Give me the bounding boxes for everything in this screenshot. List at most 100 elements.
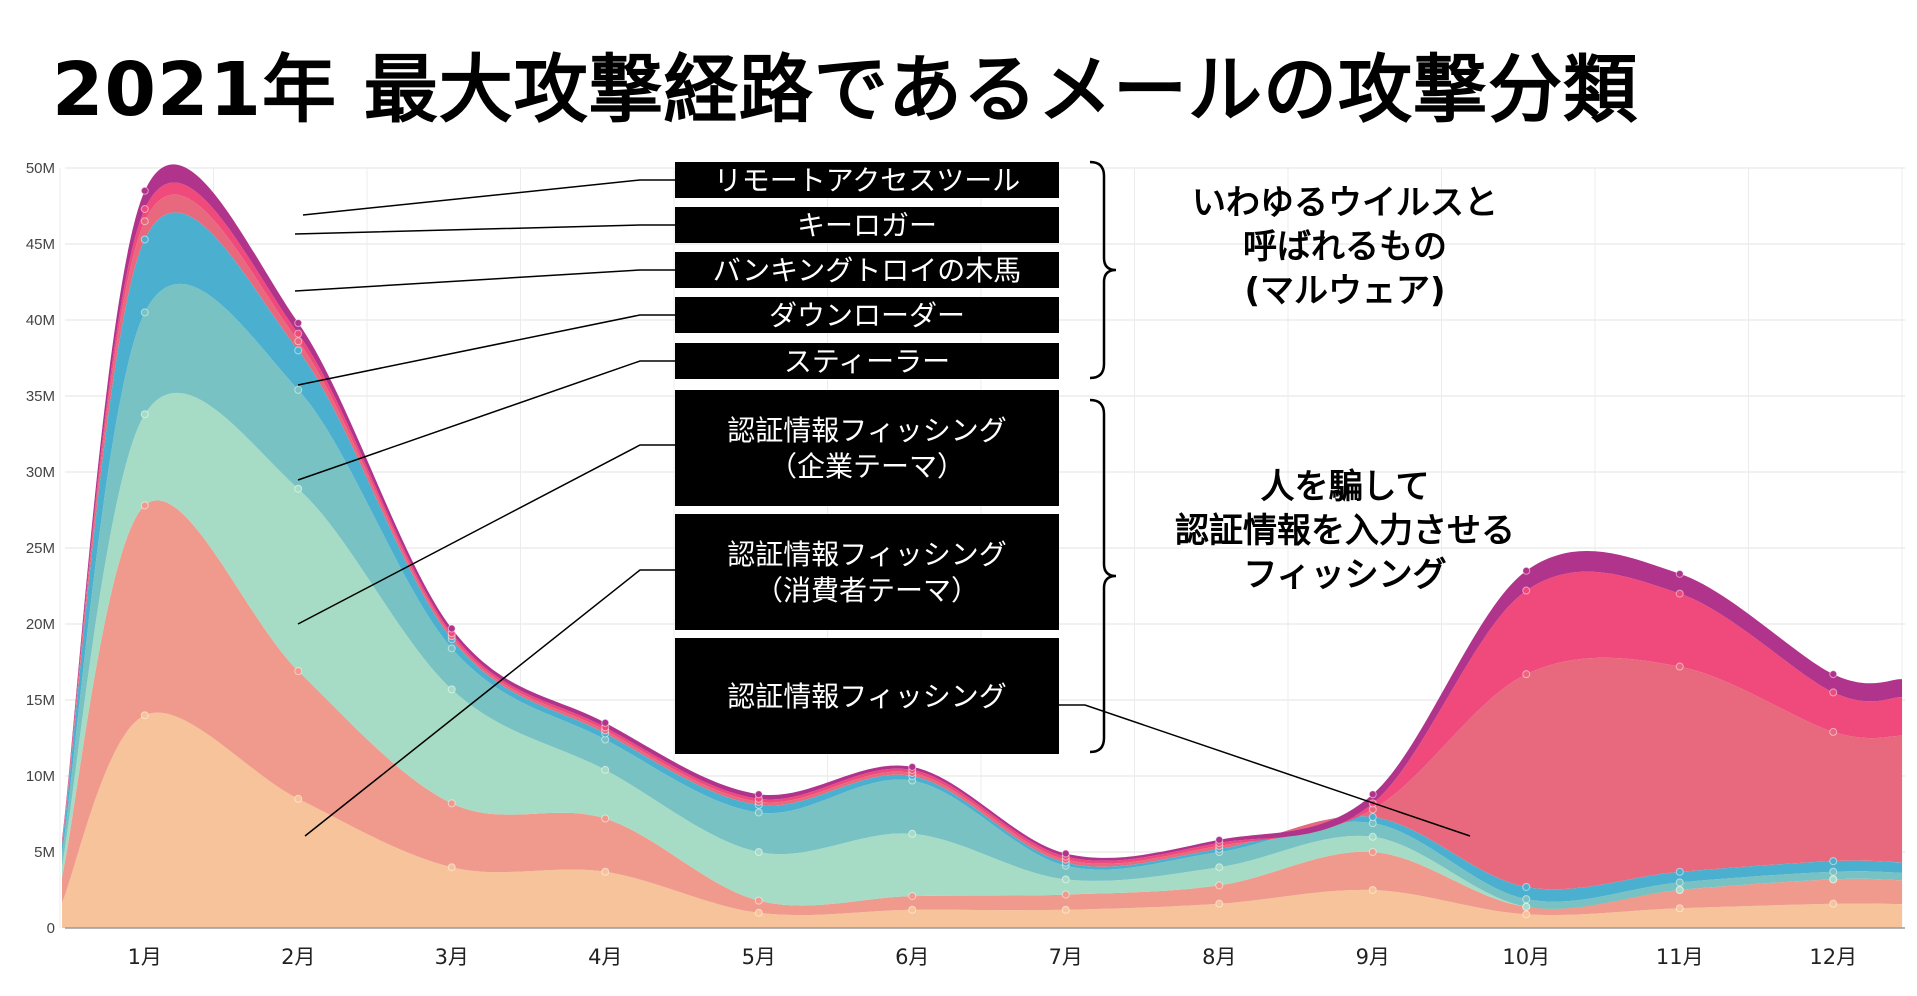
leader-line xyxy=(302,179,675,216)
data-point xyxy=(754,896,763,905)
data-point xyxy=(294,385,303,394)
area-series-7 xyxy=(62,182,1902,864)
y-tick-label: 0 xyxy=(47,920,55,937)
data-point xyxy=(908,905,917,914)
data-point xyxy=(754,848,763,856)
data-point xyxy=(601,765,610,774)
group-label: 人を騙して xyxy=(1261,467,1430,507)
data-point xyxy=(447,624,456,633)
leader-line xyxy=(297,444,675,625)
data-point xyxy=(1829,867,1838,876)
data-point xyxy=(140,711,149,720)
y-tick-label: 25M xyxy=(26,540,55,557)
leader-line xyxy=(304,569,675,837)
data-point xyxy=(140,501,149,510)
data-point xyxy=(908,892,917,901)
x-tick-label: 10月 xyxy=(1502,945,1550,969)
data-point xyxy=(1522,902,1531,911)
x-tick-label: 7月 xyxy=(1049,945,1083,969)
group-brace xyxy=(1089,398,1117,754)
group-label: 呼ばれるもの xyxy=(1243,227,1447,267)
data-point xyxy=(1522,895,1531,904)
legend-callout-text: 認証情報フィッシング xyxy=(727,538,1006,571)
data-point xyxy=(294,319,303,328)
group-brace xyxy=(1089,160,1117,380)
data-point xyxy=(447,799,456,808)
y-tick-label: 30M xyxy=(26,464,55,481)
data-point xyxy=(1061,849,1070,858)
legend-callout-text: ダウンローダー xyxy=(769,299,965,332)
data-point xyxy=(601,867,610,876)
data-point xyxy=(1522,566,1531,575)
data-point xyxy=(1522,910,1531,919)
data-point xyxy=(1215,899,1224,908)
x-tick-label: 3月 xyxy=(435,945,469,969)
data-point xyxy=(1675,589,1684,598)
data-point xyxy=(1675,878,1684,887)
data-point xyxy=(140,205,149,214)
data-point xyxy=(1522,586,1531,595)
data-point xyxy=(1675,569,1684,578)
legend-callout-text: （消費者テーマ） xyxy=(755,574,979,607)
data-point xyxy=(294,484,303,493)
data-point xyxy=(447,685,456,694)
data-point xyxy=(1215,881,1224,890)
leader-line xyxy=(297,360,675,481)
legend-callout-text: 認証情報フィッシング xyxy=(727,414,1006,447)
y-tick-label: 15M xyxy=(26,692,55,709)
area-series-4 xyxy=(62,283,1902,909)
data-point xyxy=(754,790,763,799)
callout-labels: リモートアクセスツールキーロガーバンキングトロイの木馬ダウンローダースティーラー… xyxy=(675,162,1059,754)
x-tick-label: 2月 xyxy=(281,945,315,969)
leader-line xyxy=(297,314,675,386)
data-point xyxy=(294,337,303,346)
data-point xyxy=(294,346,303,355)
data-point xyxy=(140,186,149,195)
group-label: フィッシング xyxy=(1243,555,1446,595)
data-point xyxy=(1829,670,1838,679)
data-point xyxy=(1675,662,1684,671)
data-point xyxy=(1368,848,1377,856)
data-point xyxy=(754,908,763,917)
data-point xyxy=(601,814,610,823)
data-point xyxy=(908,829,917,838)
legend-callout-text: スティーラー xyxy=(784,345,950,378)
area-series-1 xyxy=(62,712,1902,928)
data-point xyxy=(1061,905,1070,914)
data-point xyxy=(1829,899,1838,908)
callout-leader-lines xyxy=(294,179,1471,837)
data-point xyxy=(601,718,610,727)
legend-callout-box xyxy=(675,207,1059,243)
data-point xyxy=(140,410,149,419)
legend-callout-box xyxy=(675,390,1059,506)
x-tick-label: 8月 xyxy=(1202,945,1236,969)
data-point xyxy=(1675,886,1684,894)
x-tick-label: 6月 xyxy=(895,945,929,969)
legend-callout-box xyxy=(675,162,1059,198)
legend-callout-box xyxy=(675,252,1059,288)
data-point xyxy=(1522,882,1531,891)
data-point xyxy=(1829,727,1838,736)
data-point xyxy=(1215,863,1224,872)
data-point xyxy=(1829,857,1838,866)
legend-callout-box xyxy=(675,638,1059,754)
group-label: (マルウェア) xyxy=(1244,271,1445,311)
area-series-3 xyxy=(62,392,1902,909)
y-tick-label: 45M xyxy=(26,236,55,253)
x-tick-label: 11月 xyxy=(1656,945,1704,969)
data-point xyxy=(1675,904,1684,913)
data-point xyxy=(1675,867,1684,876)
data-point xyxy=(140,217,149,226)
y-tick-label: 35M xyxy=(26,388,55,405)
x-tick-label: 9月 xyxy=(1356,945,1390,969)
data-point xyxy=(1061,875,1070,884)
y-tick-label: 50M xyxy=(26,160,55,177)
group-label: 認証情報を入力させる xyxy=(1175,511,1515,551)
data-point xyxy=(1829,688,1838,697)
legend-callout-text: （企業テーマ） xyxy=(769,450,965,483)
group-label: いわゆるウイルスと xyxy=(1192,183,1498,223)
data-point xyxy=(908,762,917,771)
leader-line xyxy=(294,224,675,235)
